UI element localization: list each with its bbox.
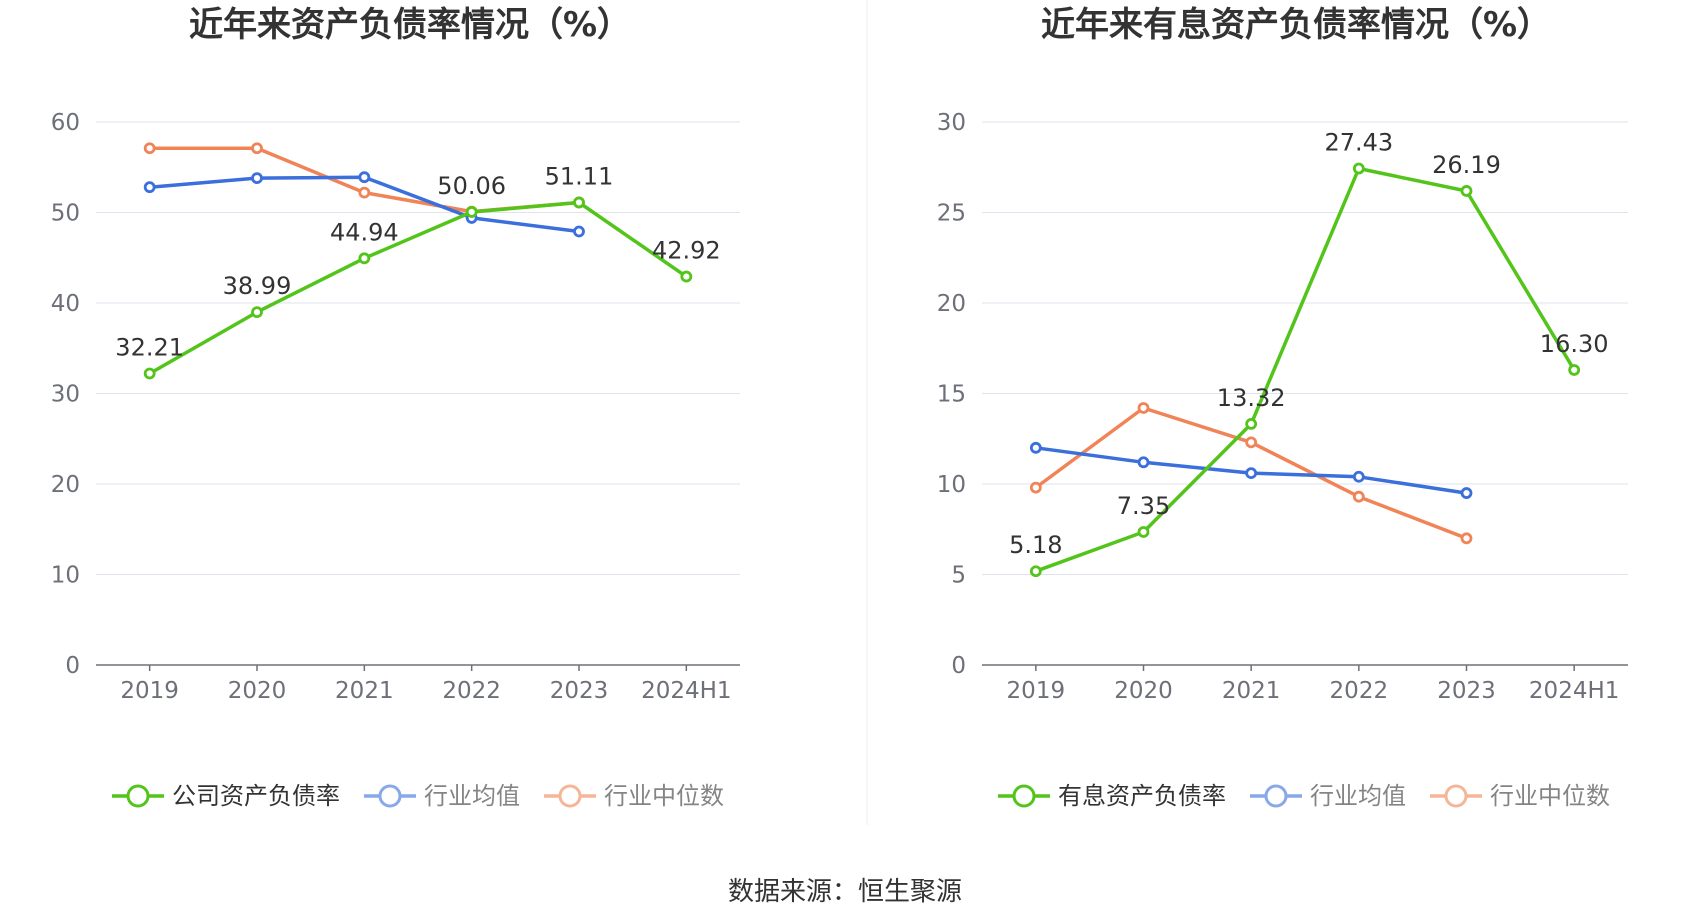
legend-item[interactable]: 行业中位数 <box>1430 782 1610 810</box>
data-point[interactable] <box>143 367 156 380</box>
y-tick-label: 0 <box>951 653 966 679</box>
y-tick-label: 60 <box>51 110 80 136</box>
legend-item[interactable]: 公司资产负债率 <box>112 782 340 810</box>
legend-item[interactable]: 有息资产负债率 <box>998 782 1226 810</box>
y-tick-label: 30 <box>51 382 80 408</box>
y-tick-label: 10 <box>937 472 966 498</box>
interest-bearing-debt-ratio-chart: 近年来有息资产负债率情况（%） 0 5 10 15 20 25 30 2019 2020 2021 2… <box>937 5 1628 810</box>
series-line-0 <box>1035 166 1576 573</box>
data-point[interactable] <box>358 171 371 184</box>
data-point[interactable] <box>1245 418 1258 430</box>
x-tick-label: 2019 <box>1007 678 1066 704</box>
chart-title: 近年来资产负债率情况（%） <box>189 5 631 45</box>
y-tick-label: 30 <box>937 110 966 136</box>
series-line-0 <box>148 200 688 376</box>
source-label: 数据来源：恒生聚源 <box>728 877 962 907</box>
legend-marker <box>1012 784 1036 808</box>
data-point[interactable] <box>1460 487 1473 499</box>
data-point[interactable] <box>358 186 371 199</box>
data-point[interactable] <box>1029 565 1042 578</box>
x-tick-label: 2021 <box>335 678 394 704</box>
data-label: 32.21 <box>115 333 184 361</box>
data-label: 38.99 <box>223 272 292 300</box>
data-point[interactable] <box>1137 402 1150 414</box>
data-point[interactable] <box>251 172 263 185</box>
x-tick-label: 2020 <box>1114 678 1173 704</box>
y-tick-label: 50 <box>51 201 80 227</box>
legend-marker <box>558 784 582 808</box>
y-tick-label: 25 <box>937 201 966 227</box>
legend-marker <box>1444 784 1468 808</box>
data-point[interactable] <box>1352 162 1365 175</box>
data-point[interactable] <box>1137 526 1150 538</box>
data-label: 5.18 <box>1009 531 1062 559</box>
data-point[interactable] <box>1029 481 1042 494</box>
data-label: 13.32 <box>1217 384 1286 412</box>
data-point[interactable] <box>1460 185 1473 197</box>
data-point[interactable] <box>358 252 371 265</box>
x-tick-label: 2023 <box>550 678 609 704</box>
data-point[interactable] <box>1029 441 1042 454</box>
legend-label: 有息资产负债率 <box>1058 782 1226 810</box>
data-label: 44.94 <box>330 218 399 246</box>
data-point[interactable] <box>1460 532 1473 545</box>
data-point[interactable] <box>251 142 263 155</box>
y-tick-label: 20 <box>51 472 80 498</box>
data-point[interactable] <box>573 225 585 238</box>
data-label: 16.30 <box>1540 330 1609 358</box>
legend-item[interactable]: 行业中位数 <box>544 782 724 810</box>
data-point[interactable] <box>1352 470 1365 483</box>
data-label: 50.06 <box>437 172 506 200</box>
data-point[interactable] <box>143 181 156 194</box>
data-label: 7.35 <box>1117 492 1170 520</box>
data-point[interactable] <box>251 306 263 319</box>
data-point[interactable] <box>1352 490 1365 503</box>
legend-marker <box>1264 784 1288 808</box>
y-tick-label: 15 <box>937 382 966 408</box>
x-tick-label: 2024H1 <box>1529 678 1619 704</box>
chart-title: 近年来有息资产负债率情况（%） <box>1041 5 1551 45</box>
legend-label: 行业中位数 <box>1490 782 1610 810</box>
legend-label: 公司资产负债率 <box>172 782 340 810</box>
x-tick-label: 2019 <box>120 678 179 704</box>
y-tick-label: 40 <box>51 291 80 317</box>
legend-label: 行业中位数 <box>604 782 724 810</box>
data-point[interactable] <box>1137 456 1150 469</box>
x-tick-label: 2024H1 <box>641 678 731 704</box>
legend-item[interactable]: 行业均值 <box>1250 782 1406 810</box>
x-tick-label: 2022 <box>1330 678 1389 704</box>
data-label: 42.92 <box>652 237 721 265</box>
legend-label: 行业均值 <box>424 782 520 810</box>
legend-marker <box>378 784 402 808</box>
data-point[interactable] <box>465 206 478 218</box>
y-tick-label: 0 <box>65 653 80 679</box>
data-label: 27.43 <box>1324 129 1393 157</box>
y-tick-label: 20 <box>937 291 966 317</box>
data-point[interactable] <box>1245 467 1258 480</box>
data-point[interactable] <box>1245 436 1258 449</box>
data-point[interactable] <box>1568 364 1581 376</box>
data-point[interactable] <box>573 196 585 209</box>
data-label: 26.19 <box>1432 151 1501 179</box>
y-tick-label: 10 <box>51 563 80 589</box>
x-tick-label: 2022 <box>442 678 501 704</box>
debt-ratio-chart: 近年来资产负债率情况（%） 0 10 20 30 40 50 60 2019 2020 2021 20… <box>51 5 740 810</box>
data-point[interactable] <box>143 142 156 155</box>
data-label: 51.11 <box>545 162 614 190</box>
x-tick-label: 2020 <box>228 678 287 704</box>
legend-item[interactable]: 行业均值 <box>364 782 520 810</box>
legend-marker <box>126 784 150 808</box>
y-tick-label: 5 <box>951 563 966 589</box>
x-tick-label: 2023 <box>1437 678 1496 704</box>
data-point[interactable] <box>680 270 693 283</box>
x-tick-label: 2021 <box>1222 678 1281 704</box>
legend-label: 行业均值 <box>1310 782 1406 810</box>
